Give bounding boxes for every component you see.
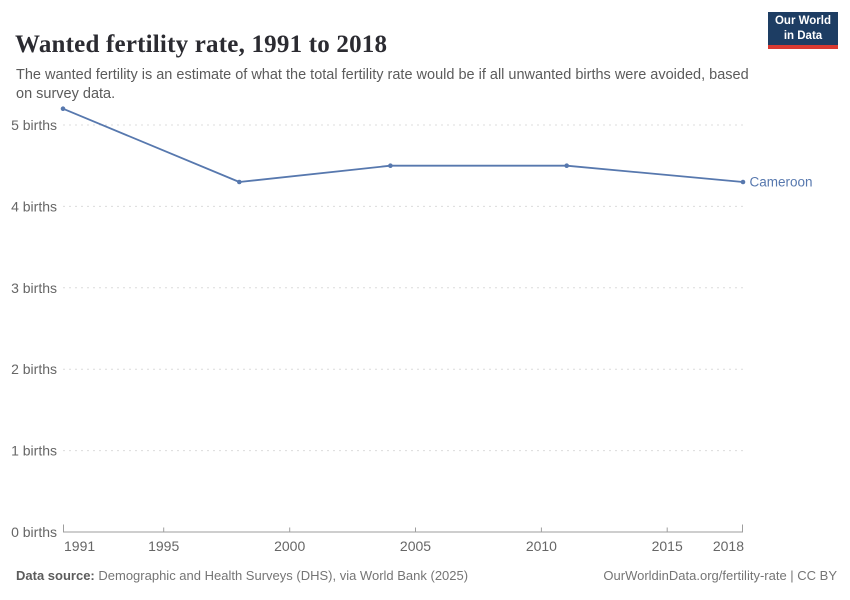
y-tick-label: 1 births bbox=[11, 443, 57, 459]
data-source-label: Data source: bbox=[16, 568, 95, 583]
y-tick-label: 5 births bbox=[11, 117, 57, 133]
page-title: Wanted fertility rate, 1991 to 2018 bbox=[15, 30, 388, 58]
y-tick-label: 4 births bbox=[11, 198, 57, 214]
data-point bbox=[740, 179, 746, 185]
x-tick-label: 2018 bbox=[713, 538, 744, 554]
data-source-text: Demographic and Health Surveys (DHS), vi… bbox=[98, 568, 469, 583]
y-axis-labels: 5 births 4 births 3 births 2 births 1 bi… bbox=[11, 117, 57, 540]
credit-note: OurWorldinData.org/fertility-rate | CC B… bbox=[603, 568, 837, 583]
series-points bbox=[60, 106, 746, 185]
owid-logo-line2: in Data bbox=[783, 29, 823, 42]
y-gridlines bbox=[63, 124, 743, 452]
series-cameroon[interactable]: Cameroon bbox=[60, 106, 813, 190]
data-point bbox=[60, 106, 66, 111]
x-tick-label: 2015 bbox=[652, 538, 683, 554]
x-tick-label: 2000 bbox=[274, 538, 305, 554]
owid-logo-line1: Our World bbox=[774, 15, 831, 28]
x-axis bbox=[63, 524, 743, 533]
data-source-note: Data source: Demographic and Health Surv… bbox=[16, 568, 468, 583]
x-tick-label: 2010 bbox=[526, 538, 557, 554]
x-tick-label: 1991 bbox=[64, 538, 95, 554]
series-label[interactable]: Cameroon bbox=[750, 175, 813, 190]
y-tick-label: 0 births bbox=[11, 524, 57, 540]
y-tick-label: 2 births bbox=[11, 361, 57, 377]
chart-subtitle: The wanted fertility is an estimate of w… bbox=[16, 66, 749, 102]
x-tick-label: 1995 bbox=[148, 538, 179, 554]
data-point bbox=[388, 163, 393, 168]
owid-logo: Our World in Data bbox=[768, 12, 838, 49]
data-point bbox=[564, 163, 569, 168]
x-axis-labels: 1991 1995 2000 2005 2010 2015 2018 bbox=[64, 538, 744, 554]
series-line[interactable] bbox=[62, 107, 744, 183]
chart-footer: Data source: Demographic and Health Surv… bbox=[16, 568, 837, 583]
x-tick-label: 2005 bbox=[400, 538, 431, 554]
data-point bbox=[237, 179, 242, 185]
y-tick-label: 3 births bbox=[11, 280, 57, 296]
